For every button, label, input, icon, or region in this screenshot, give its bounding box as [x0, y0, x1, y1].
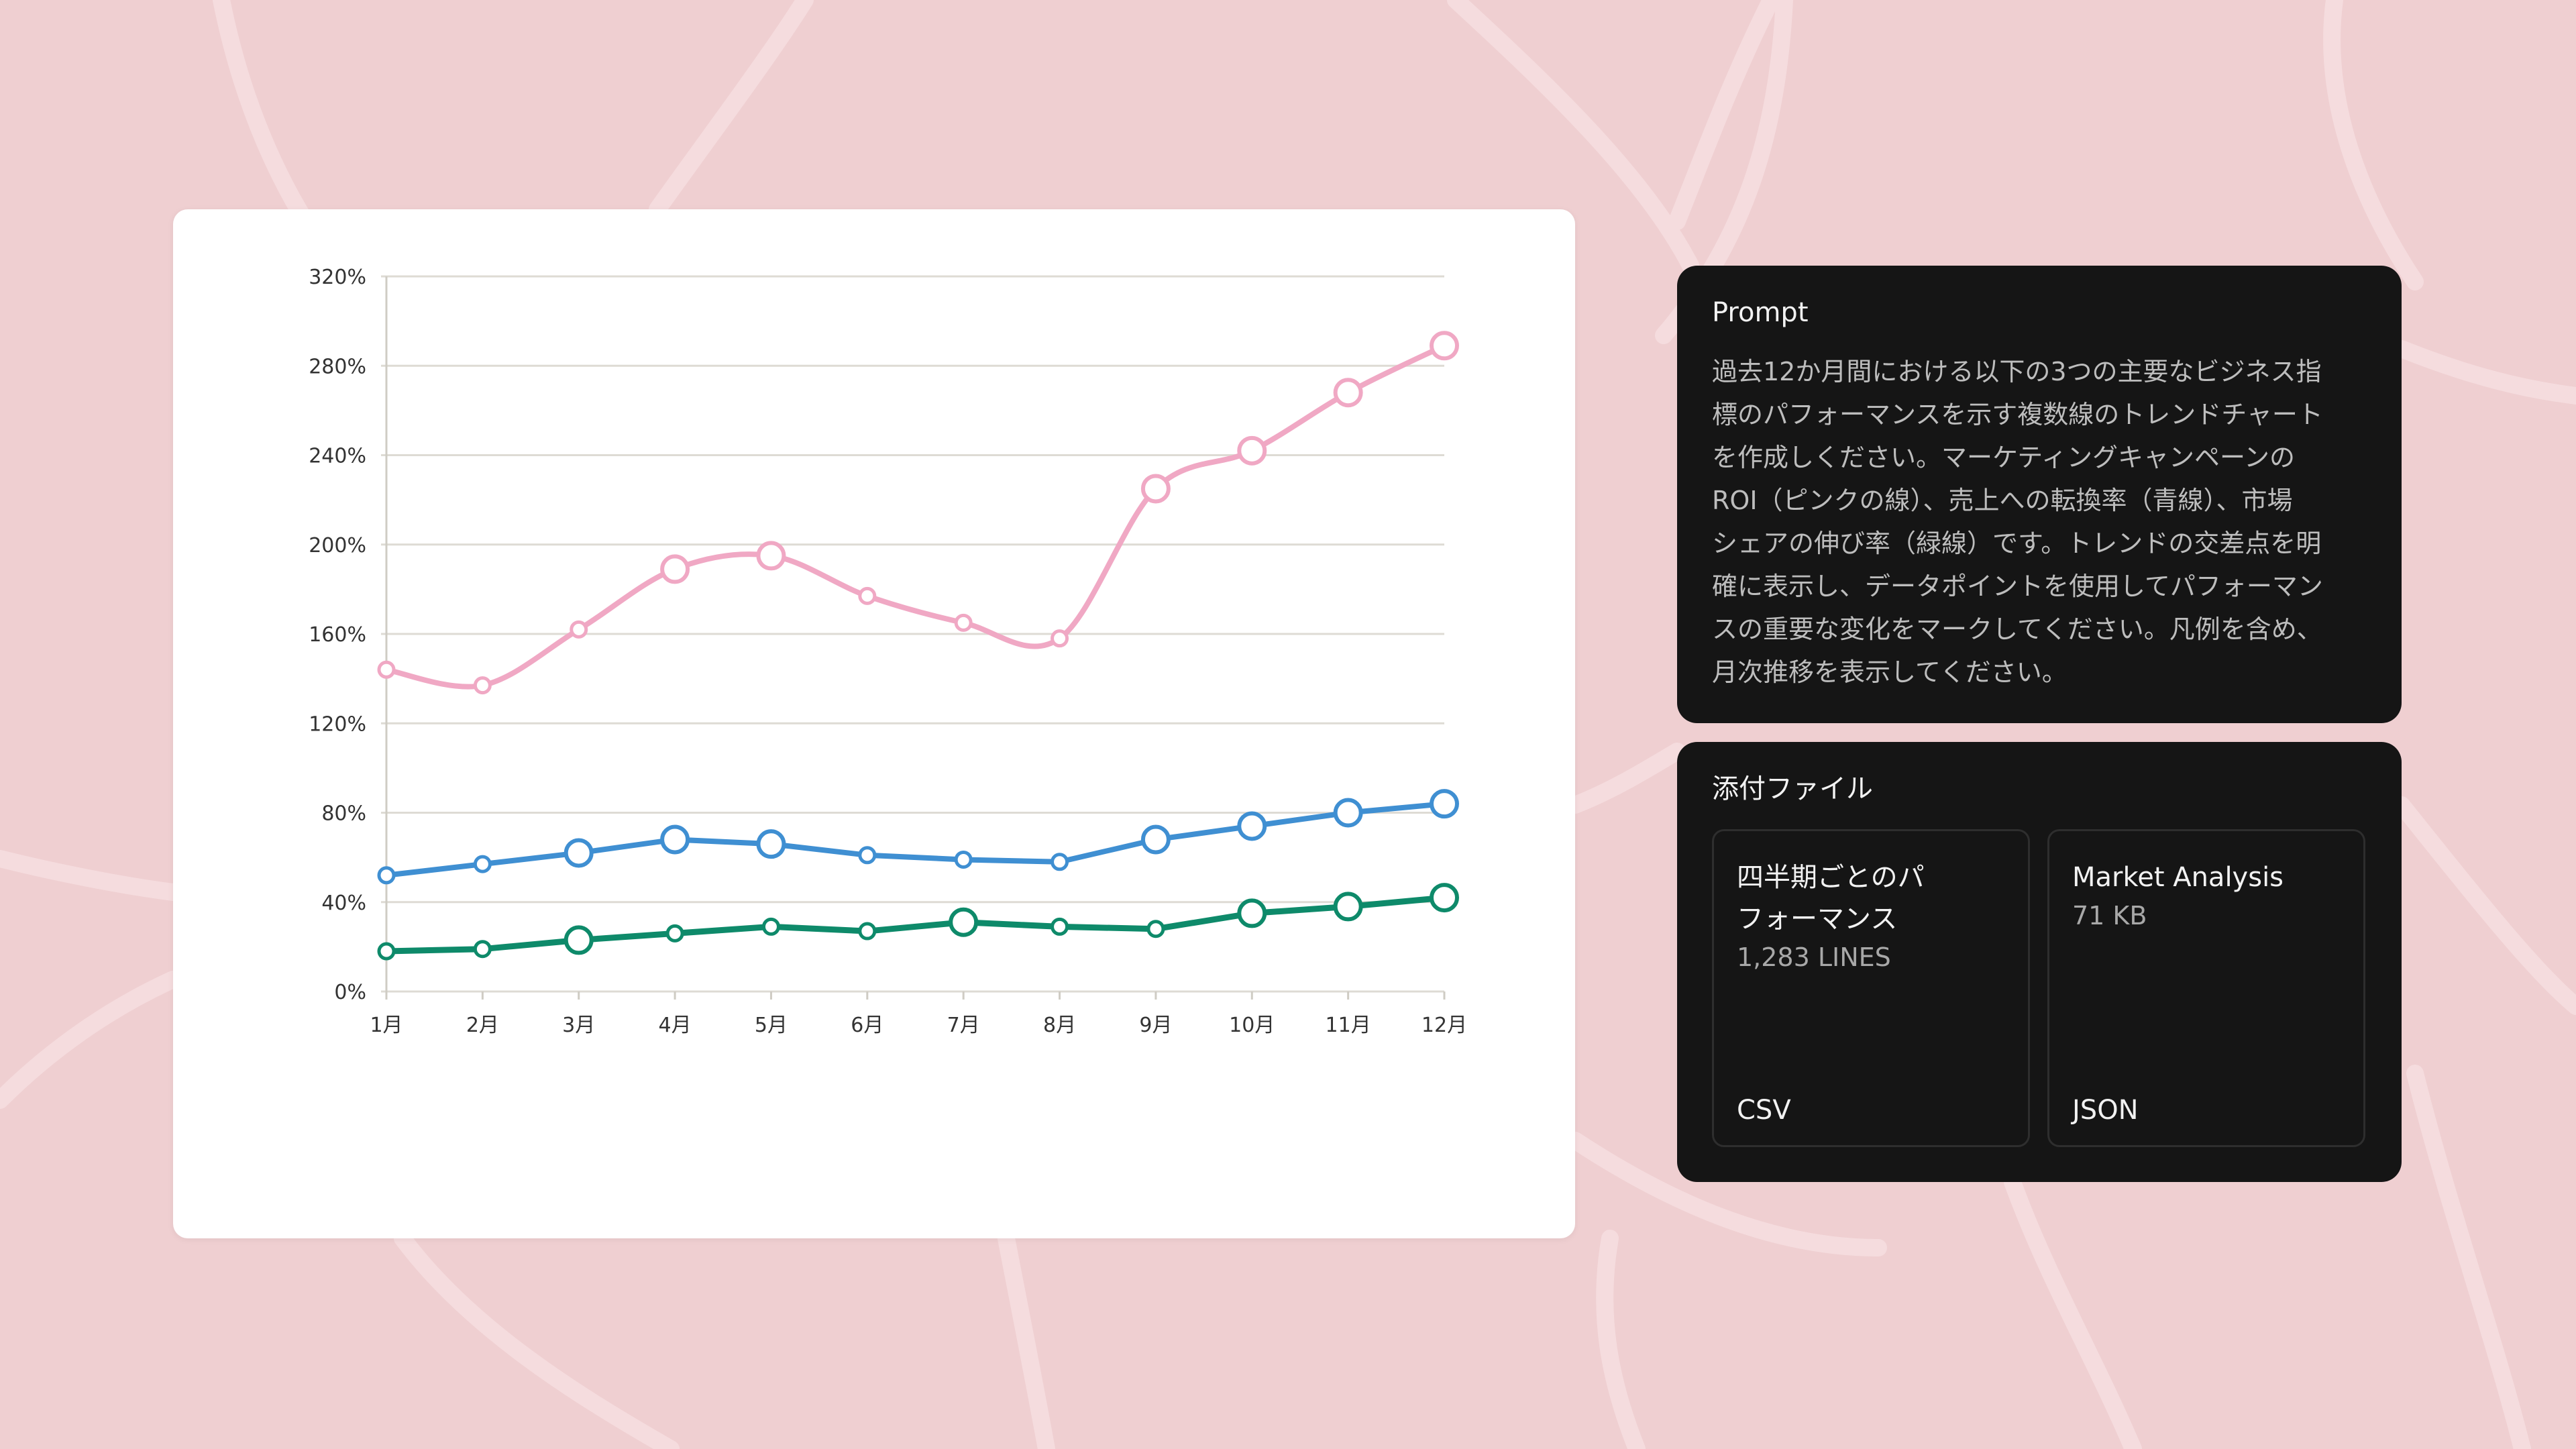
y-tick-label: 240%	[309, 445, 366, 468]
x-tick-label: 6月	[851, 1014, 883, 1037]
attachments-title: 添付ファイル	[1712, 773, 1873, 804]
y-tick-label: 40%	[321, 892, 366, 915]
y-tick-label: 0%	[334, 981, 366, 1004]
attachment-file-csv[interactable]: 四半期ごとのパ フォーマンス 1,283 LINES CSV	[1712, 829, 2030, 1147]
data-point	[564, 838, 594, 868]
data-point	[858, 586, 877, 605]
data-point	[949, 907, 979, 937]
prompt-card: Prompt 過去12か月間における以下の3つの主要なビジネス指 標のパフォーマ…	[1677, 266, 2402, 723]
x-tick-label: 1月	[370, 1014, 402, 1037]
data-point	[954, 613, 973, 632]
x-tick-label: 3月	[562, 1014, 595, 1037]
x-tick-label: 5月	[755, 1014, 788, 1037]
prompt-text: 過去12か月間における以下の3つの主要なビジネス指 標のパフォーマンスを示す複数…	[1712, 350, 2367, 694]
series-1	[377, 331, 1459, 695]
data-point	[1430, 789, 1459, 819]
data-point	[954, 850, 973, 869]
prompt-line: ROI（ピンクの線）、売上への転換率（青線）、市場	[1712, 486, 2293, 515]
series-2	[377, 789, 1459, 885]
prompt-line: シェアの伸び率（緑線）です。トレンドの交差点を明	[1712, 529, 2322, 558]
data-point	[1333, 378, 1363, 408]
data-point	[756, 829, 786, 859]
data-point	[1051, 917, 1069, 936]
y-tick-label: 160%	[309, 623, 366, 647]
data-point	[858, 922, 877, 941]
x-tick-label: 4月	[659, 1014, 692, 1037]
x-tick-label: 12月	[1421, 1014, 1467, 1037]
file-size: 71 KB	[2072, 901, 2147, 930]
file-name: Market Analysis	[2072, 857, 2341, 898]
chart-series	[377, 331, 1459, 961]
data-point	[1333, 798, 1363, 828]
attachments-card: 添付ファイル 四半期ごとのパ フォーマンス 1,283 LINES CSV Ma…	[1677, 742, 2402, 1182]
data-point	[1051, 853, 1069, 871]
prompt-line: スの重要な変化をマークしてください。凡例を含め、	[1712, 614, 2322, 644]
prompt-line: 確に表示し、データポイントを使用してパフォーマン	[1712, 572, 2323, 601]
data-point	[377, 942, 396, 961]
series-0	[377, 883, 1459, 961]
data-point	[564, 925, 594, 955]
multi-line-chart: 0% 40% 80% 120% 160% 200% 240% 280% 320% 1月 2月 3月 4月…	[309, 266, 1467, 1037]
attachment-file-json[interactable]: Market Analysis 71 KB JSON	[2047, 829, 2365, 1147]
data-point	[761, 917, 780, 936]
prompt-line: 過去12か月間における以下の3つの主要なビジネス指	[1712, 357, 2322, 386]
x-tick-label: 10月	[1229, 1014, 1275, 1037]
prompt-line: を作成しください。マーケティングキャンペーンの	[1712, 443, 2296, 472]
data-point	[1430, 883, 1459, 913]
data-point	[1430, 331, 1459, 361]
data-point	[377, 660, 396, 679]
data-point	[473, 676, 492, 695]
file-name-line: フォーマンス	[1737, 904, 1898, 934]
data-point	[1333, 892, 1363, 922]
series-line	[383, 894, 1448, 955]
data-point	[1237, 898, 1267, 928]
file-name-line: 四半期ごとのパ	[1737, 862, 1925, 893]
data-point	[473, 855, 492, 873]
file-name-line: Market Analysis	[2072, 862, 2284, 893]
data-point	[756, 541, 786, 571]
y-tick-label: 80%	[321, 802, 366, 826]
data-point	[570, 620, 588, 639]
prompt-line: 標のパフォーマンスを示す複数線のトレンドチャート	[1712, 400, 2323, 429]
data-point	[473, 940, 492, 959]
data-point	[377, 866, 396, 885]
x-tick-label: 8月	[1043, 1014, 1076, 1037]
file-name: 四半期ごとのパ フォーマンス	[1737, 857, 2005, 940]
series-line	[384, 801, 1447, 878]
prompt-title: Prompt	[1712, 297, 1809, 328]
series-line	[384, 343, 1447, 690]
data-point	[1237, 811, 1267, 841]
x-tick-label: 11月	[1326, 1014, 1371, 1037]
x-tick-label: 2月	[466, 1014, 499, 1037]
chart-axes: 0% 40% 80% 120% 160% 200% 240% 280% 320% 1月 2月 3月 4月…	[309, 266, 1467, 1037]
data-point	[858, 846, 877, 865]
data-point	[665, 924, 684, 943]
y-tick-label: 200%	[309, 534, 366, 557]
data-point	[1051, 629, 1069, 648]
data-point	[660, 824, 690, 855]
chart-grid	[381, 275, 1444, 993]
data-point	[1140, 474, 1171, 504]
prompt-line: 月次推移を表示してください。	[1712, 657, 2068, 687]
y-tick-label: 320%	[309, 266, 366, 289]
data-point	[1146, 920, 1165, 938]
data-point	[660, 554, 690, 584]
y-tick-label: 280%	[309, 355, 366, 378]
y-tick-label: 120%	[309, 712, 366, 736]
data-point	[1140, 824, 1171, 855]
file-type: JSON	[2072, 1095, 2139, 1126]
file-size: 1,283 LINES	[1737, 943, 1891, 972]
file-type: CSV	[1737, 1095, 1791, 1126]
x-tick-label: 9月	[1139, 1014, 1172, 1037]
data-point	[1237, 435, 1267, 466]
x-tick-label: 7月	[947, 1014, 980, 1037]
chart-card: 0% 40% 80% 120% 160% 200% 240% 280% 320% 1月 2月 3月 4月…	[173, 209, 1575, 1238]
